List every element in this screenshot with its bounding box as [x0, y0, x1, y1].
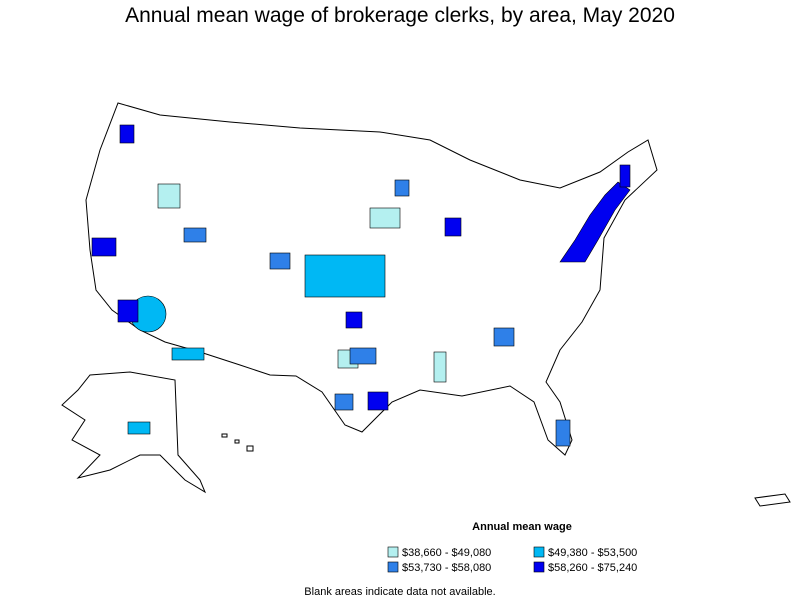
legend-swatch [533, 561, 545, 573]
area [619, 164, 631, 188]
areas [91, 124, 631, 447]
area [183, 227, 207, 243]
area [91, 237, 117, 257]
area [369, 207, 401, 229]
legend-label: $38,660 - $49,080 [402, 547, 491, 559]
area [444, 217, 462, 237]
legend-swatch [387, 561, 399, 573]
legend-swatch [387, 546, 399, 558]
legend: Annual mean wage $38,660 - $49,080 $49,38… [387, 521, 637, 574]
area [157, 183, 181, 209]
legend-title: Annual mean wage [472, 521, 572, 533]
area [367, 391, 389, 411]
area [493, 327, 515, 347]
title: Annual mean wage of brokerage clerks, by… [125, 4, 675, 27]
area [555, 419, 571, 447]
area [433, 351, 447, 383]
area [117, 299, 139, 323]
area [304, 254, 386, 298]
land [61, 102, 791, 507]
legend-items: $38,660 - $49,080 $49,380 - $53,500 $53,73… [387, 546, 637, 574]
hawaii [221, 433, 254, 452]
puerto-rico [754, 493, 791, 507]
area [171, 347, 205, 361]
legend-swatch [533, 546, 545, 558]
area [119, 124, 135, 144]
area [334, 393, 354, 411]
note: Blank areas indicate data not available. [304, 586, 495, 598]
area [349, 347, 377, 365]
area [269, 252, 291, 270]
legend-label: $53,730 - $58,080 [402, 562, 491, 574]
legend-label: $58,260 - $75,240 [548, 562, 637, 574]
area [345, 311, 363, 329]
area [127, 421, 151, 435]
legend-label: $49,380 - $53,500 [548, 547, 637, 559]
area [394, 179, 410, 197]
